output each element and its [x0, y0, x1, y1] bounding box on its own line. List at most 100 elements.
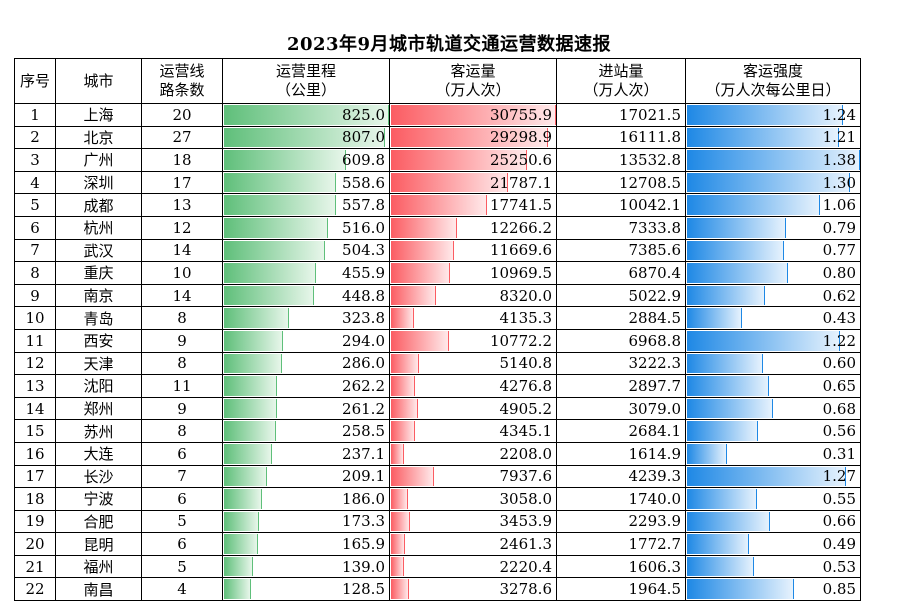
mileage-data-bar — [224, 195, 336, 215]
table-row: 20 昆明 6 165.9 2461.3 1772.7 0.49 — [14, 532, 861, 556]
volume-data-bar — [391, 556, 404, 577]
row-intensity: 0.49 — [822, 535, 856, 554]
volume-data-bar — [391, 150, 527, 170]
row-index: 7 — [14, 238, 56, 263]
row-mileage: 609.8 — [342, 150, 385, 169]
row-intensity: 1.22 — [822, 331, 856, 350]
row-mileage-cell: 609.8 — [222, 148, 390, 172]
col-header-volume: 客运量 （万人次） — [389, 58, 557, 104]
volume-data-bar — [391, 398, 418, 419]
row-volume: 2461.3 — [499, 535, 553, 554]
row-mileage-cell: 286.0 — [222, 351, 390, 376]
row-mileage: 165.9 — [342, 535, 385, 554]
row-city: 大连 — [55, 441, 142, 466]
row-volume-cell: 3058.0 — [389, 487, 557, 511]
col-header-mileage: 运营里程 （公里） — [222, 58, 390, 104]
row-lines: 11 — [141, 374, 223, 398]
row-index: 19 — [14, 509, 56, 534]
row-lines: 17 — [141, 170, 223, 195]
intensity-data-bar — [687, 398, 773, 419]
row-lines: 8 — [141, 351, 223, 376]
row-index: 3 — [14, 148, 56, 172]
row-mileage-cell: 807.0 — [222, 125, 390, 150]
row-index: 6 — [14, 215, 56, 240]
row-intensity: 0.80 — [822, 263, 856, 282]
row-volume-cell: 8320.0 — [389, 283, 557, 308]
row-index: 8 — [14, 261, 56, 285]
col-header-intensity: 客运强度 （万人次每公里日） — [685, 58, 861, 104]
row-intensity: 0.53 — [822, 557, 856, 576]
row-mileage: 186.0 — [342, 489, 385, 508]
row-volume-cell: 4135.3 — [389, 306, 557, 330]
row-index: 18 — [14, 487, 56, 511]
mileage-data-bar — [224, 556, 253, 577]
row-intensity: 0.62 — [822, 286, 856, 305]
row-index: 11 — [14, 328, 56, 353]
row-volume: 21787.1 — [489, 173, 552, 192]
row-intensity-cell: 0.53 — [685, 554, 861, 579]
table-row: 3 广州 18 609.8 25250.6 13532.8 1.38 — [14, 148, 861, 172]
row-mileage: 516.0 — [342, 218, 385, 237]
intensity-data-bar — [687, 217, 786, 238]
row-intensity-cell: 0.65 — [685, 374, 861, 398]
row-city: 北京 — [55, 125, 142, 150]
row-volume: 4905.2 — [499, 399, 553, 418]
row-mileage: 557.8 — [342, 196, 385, 215]
row-lines: 6 — [141, 532, 223, 556]
row-volume-cell: 11669.6 — [389, 238, 557, 263]
mileage-data-bar — [224, 150, 346, 170]
row-intensity: 1.06 — [822, 196, 856, 215]
row-entries: 1614.9 — [556, 441, 686, 466]
intensity-data-bar — [687, 421, 758, 441]
row-mileage-cell: 186.0 — [222, 487, 390, 511]
volume-data-bar — [391, 263, 450, 283]
row-index: 14 — [14, 396, 56, 421]
table-row: 18 宁波 6 186.0 3058.0 1740.0 0.55 — [14, 487, 861, 511]
row-lines: 20 — [141, 103, 223, 127]
intensity-data-bar — [687, 127, 839, 148]
row-entries: 17021.5 — [556, 103, 686, 127]
row-mileage-cell: 557.8 — [222, 193, 390, 217]
intensity-data-bar — [687, 308, 742, 328]
row-mileage: 323.8 — [342, 309, 385, 328]
row-volume-cell: 29298.9 — [389, 125, 557, 150]
row-entries: 2684.1 — [556, 419, 686, 443]
row-volume-cell: 10772.2 — [389, 328, 557, 353]
row-mileage-cell: 258.5 — [222, 419, 390, 443]
row-intensity-cell: 0.31 — [685, 441, 861, 466]
row-volume: 2220.4 — [499, 557, 553, 576]
row-city: 杭州 — [55, 215, 142, 240]
row-entries: 4239.3 — [556, 464, 686, 489]
mileage-data-bar — [224, 330, 283, 351]
intensity-data-bar — [687, 195, 820, 215]
row-lines: 8 — [141, 306, 223, 330]
row-volume-cell: 17741.5 — [389, 193, 557, 217]
row-lines: 12 — [141, 215, 223, 240]
row-city: 深圳 — [55, 170, 142, 195]
row-mileage-cell: 294.0 — [222, 328, 390, 353]
row-intensity: 1.24 — [822, 105, 856, 124]
row-index: 13 — [14, 374, 56, 398]
row-lines: 8 — [141, 419, 223, 443]
row-intensity-cell: 1.38 — [685, 148, 861, 172]
row-entries: 2884.5 — [556, 306, 686, 330]
row-intensity-cell: 0.62 — [685, 283, 861, 308]
row-entries: 16111.8 — [556, 125, 686, 150]
intensity-data-bar — [687, 330, 840, 351]
row-intensity: 0.68 — [822, 399, 856, 418]
row-intensity: 1.38 — [822, 150, 856, 169]
intensity-data-bar — [687, 466, 846, 487]
row-lines: 14 — [141, 283, 223, 308]
table-row: 12 天津 8 286.0 5140.8 3222.3 0.60 — [14, 351, 861, 376]
row-index: 21 — [14, 554, 56, 579]
row-index: 9 — [14, 283, 56, 308]
row-mileage-cell: 261.2 — [222, 396, 390, 421]
intensity-data-bar — [687, 240, 784, 261]
volume-data-bar — [391, 353, 419, 374]
row-volume: 17741.5 — [489, 196, 552, 215]
mileage-data-bar — [224, 511, 259, 532]
row-city: 合肥 — [55, 509, 142, 534]
row-city: 宁波 — [55, 487, 142, 511]
volume-data-bar — [391, 285, 436, 306]
col-header-index: 序号 — [14, 58, 56, 104]
